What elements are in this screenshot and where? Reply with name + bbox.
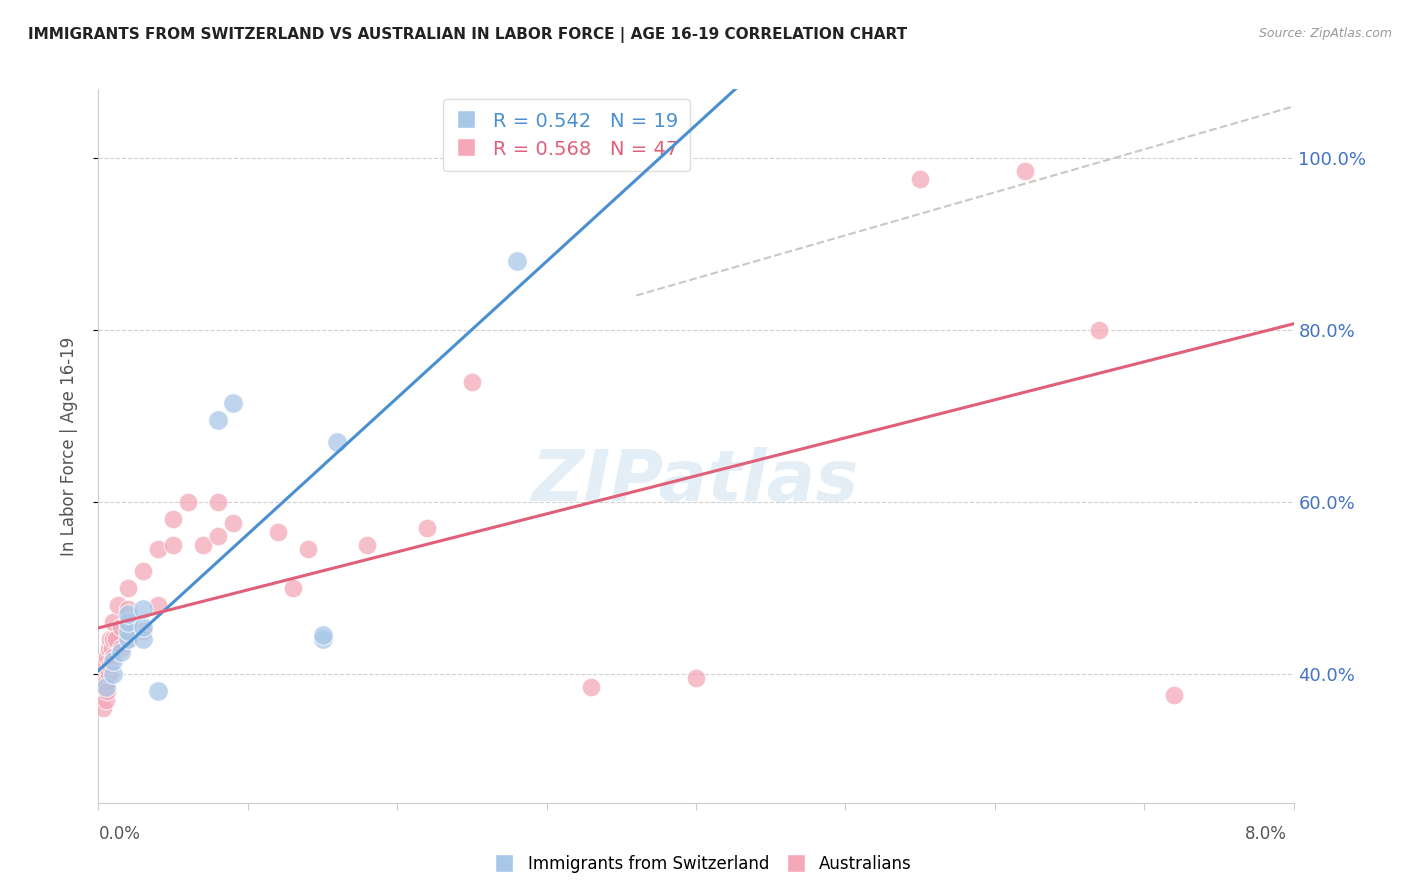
Point [117, 602, 139, 616]
Point [98, 658, 122, 673]
Point [98, 632, 122, 647]
Point [117, 607, 139, 621]
Point [148, 684, 170, 698]
Point [93, 658, 115, 673]
Point [117, 581, 139, 595]
Point [103, 632, 125, 647]
Point [117, 615, 139, 630]
Point [148, 598, 170, 612]
Point [297, 542, 319, 557]
Point [110, 619, 132, 633]
Point [162, 512, 184, 526]
Point [132, 624, 155, 638]
Point [326, 434, 349, 449]
Point [207, 495, 229, 509]
Point [91, 701, 114, 715]
Point [207, 413, 229, 427]
Text: 8.0%: 8.0% [1244, 825, 1286, 843]
Point [207, 529, 229, 543]
Point [416, 521, 439, 535]
Point [103, 666, 125, 681]
Point [96, 684, 118, 698]
Point [94, 675, 117, 690]
Point [132, 632, 155, 647]
Point [96, 649, 118, 664]
Point [93, 684, 115, 698]
Point [281, 581, 304, 595]
Text: IMMIGRANTS FROM SWITZERLAND VS AUSTRALIAN IN LABOR FORCE | AGE 16-19 CORRELATION: IMMIGRANTS FROM SWITZERLAND VS AUSTRALIA… [28, 27, 907, 43]
Point [132, 602, 155, 616]
Point [103, 649, 125, 664]
Point [103, 654, 125, 668]
Point [162, 538, 184, 552]
Point [685, 671, 707, 685]
Point [581, 680, 603, 694]
Point [132, 619, 155, 633]
Point [908, 172, 931, 186]
Point [103, 615, 125, 630]
Point [94, 692, 117, 706]
Point [356, 538, 378, 552]
Point [506, 254, 529, 268]
Point [311, 628, 333, 642]
Point [97, 666, 120, 681]
Point [148, 542, 170, 557]
Point [1014, 164, 1036, 178]
Point [110, 645, 132, 659]
Point [177, 495, 200, 509]
Point [94, 680, 117, 694]
Legend: Immigrants from Switzerland, Australians: Immigrants from Switzerland, Australians [488, 848, 918, 880]
Point [117, 632, 139, 647]
Point [110, 641, 132, 656]
Point [461, 375, 484, 389]
Point [101, 641, 124, 656]
Point [132, 564, 155, 578]
Y-axis label: In Labor Force | Age 16-19: In Labor Force | Age 16-19 [59, 336, 77, 556]
Point [117, 624, 139, 638]
Legend: R = 0.542   N = 19, R = 0.568   N = 47: R = 0.542 N = 19, R = 0.568 N = 47 [443, 99, 690, 171]
Point [191, 538, 214, 552]
Point [581, 155, 603, 169]
Point [107, 598, 129, 612]
Point [90, 675, 112, 690]
Text: Source: ZipAtlas.com: Source: ZipAtlas.com [1258, 27, 1392, 40]
Point [97, 641, 120, 656]
Point [222, 516, 245, 531]
Point [222, 396, 245, 410]
Point [105, 632, 128, 647]
Text: 0.0%: 0.0% [98, 825, 141, 843]
Point [117, 615, 139, 630]
Point [311, 632, 333, 647]
Text: ZIPatlas: ZIPatlas [533, 447, 859, 516]
Point [1088, 323, 1111, 337]
Point [1163, 689, 1185, 703]
Point [117, 632, 139, 647]
Point [267, 524, 290, 539]
